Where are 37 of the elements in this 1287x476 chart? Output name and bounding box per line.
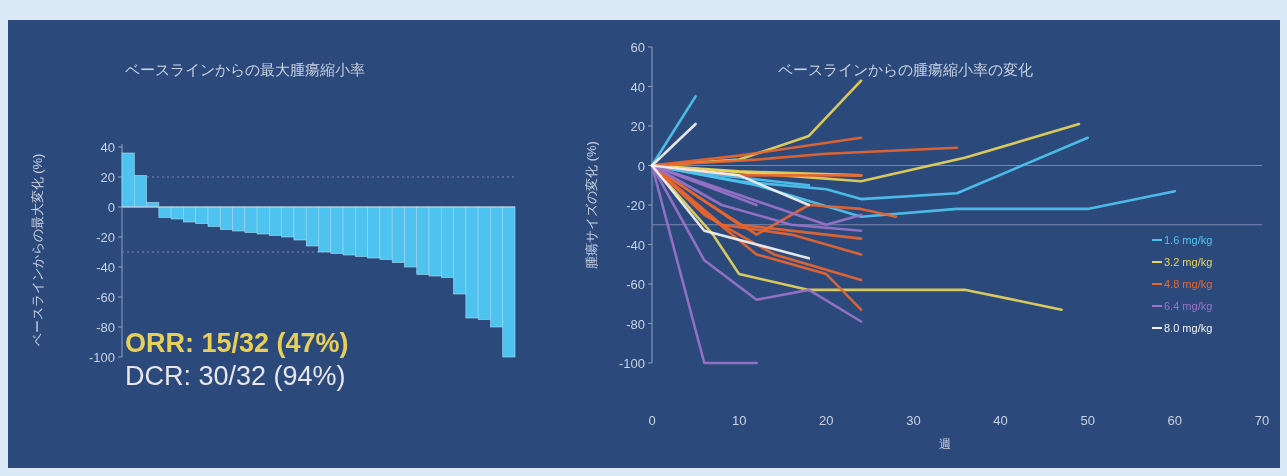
x-axis-title: 週 <box>939 437 951 451</box>
y-tick-label: 40 <box>100 140 115 155</box>
x-tick-label: 20 <box>819 413 834 428</box>
y-tick-label: 60 <box>630 40 645 55</box>
y-tick-label: -100 <box>88 350 115 365</box>
x-tick-label: 60 <box>1167 413 1183 428</box>
y-tick-label: -20 <box>626 198 645 213</box>
x-tick-label: 40 <box>993 413 1008 428</box>
y-tick-label: -80 <box>626 316 645 332</box>
annotation: ORR: 15/32 (47%) <box>125 328 349 358</box>
y-tick-label: -40 <box>96 260 115 275</box>
y-tick-label: 20 <box>630 119 645 134</box>
legend-label: 4.8 mg/kg <box>1164 278 1213 290</box>
y-tick-label: -60 <box>626 277 645 292</box>
text: ベースラインからの腫瘍縮小率の変化 <box>777 61 1033 78</box>
x-tick-label: 50 <box>1080 413 1095 428</box>
text: DCR: 30/32 (94%) <box>125 361 346 391</box>
legend-label: 1.6 mg/kg <box>1164 234 1213 246</box>
y-tick-label: -60 <box>96 290 115 305</box>
y-tick-label: 0 <box>637 158 645 174</box>
y-tick-label: -80 <box>96 320 115 335</box>
x-tick-label: 30 <box>906 413 921 428</box>
y-tick-label: 20 <box>100 170 115 185</box>
y-tick-label: -20 <box>96 230 115 245</box>
y-tick-label: 40 <box>630 79 645 95</box>
legend-label: 8.0 mg/kg <box>1164 322 1213 334</box>
chart-title: ベースラインからの最大腫瘍縮小率 <box>125 61 365 78</box>
y-axis-title: ベースラインからの最大変化 (%) <box>30 153 45 347</box>
y-axis-title: 腫瘍サイズの変化 (%) <box>584 141 599 269</box>
x-tick-label: 70 <box>1254 413 1270 428</box>
legend-label: 6.4 mg/kg <box>1164 300 1213 312</box>
y-tick-label: 0 <box>107 200 115 215</box>
x-tick-label: 0 <box>648 413 656 428</box>
y-tick-label: -100 <box>618 356 645 371</box>
x-tick-label: 10 <box>731 413 747 428</box>
y-tick-label: -40 <box>626 237 645 253</box>
legend-label: 3.2 mg/kg <box>1164 256 1213 268</box>
